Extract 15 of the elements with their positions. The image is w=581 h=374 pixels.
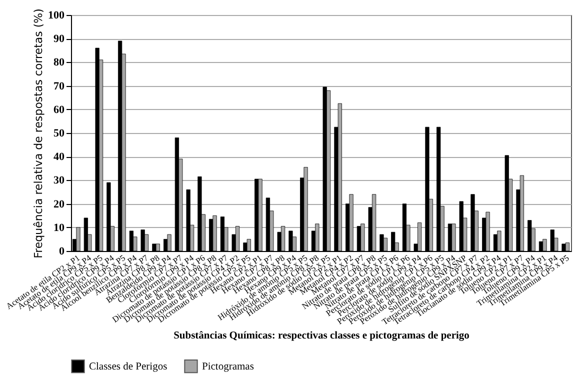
y-axis-title: Frequência relativa de respostas corretas (%) [32, 8, 45, 258]
y-tick-label: 40 [54, 151, 65, 164]
y-tick-label: 10 [54, 222, 65, 234]
y-tick-label: 60 [54, 104, 65, 116]
y-tick-label: 90 [54, 33, 65, 46]
legend-label: Classes de Perigos [89, 361, 168, 372]
y-tick-label: 50 [54, 128, 65, 140]
y-tick-label: 100 [48, 10, 65, 22]
y-tick-label: 80 [54, 56, 65, 69]
legend-label: Pictogramas [202, 361, 254, 372]
y-tick-label: 70 [54, 80, 65, 92]
x-axis-title: Substâncias Químicas: respectivas classes e pictogramas de perigo [174, 330, 470, 342]
y-tick-label: 30 [54, 174, 65, 187]
y-tick-label: 20 [54, 198, 65, 210]
y-tick-label: 0 [59, 246, 65, 258]
